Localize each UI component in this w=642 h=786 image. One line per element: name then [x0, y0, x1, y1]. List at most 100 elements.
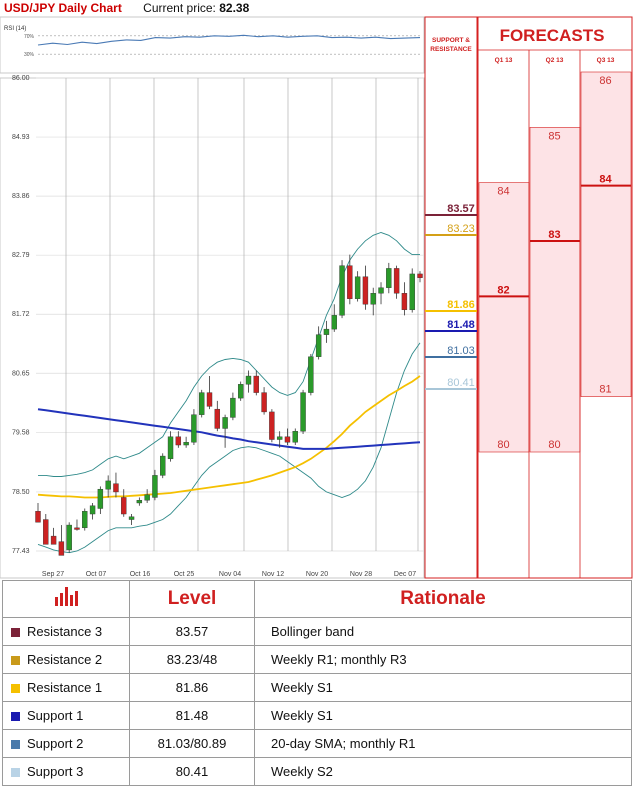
row-rationale: Weekly S2 — [254, 757, 632, 786]
row-label: Resistance 2 — [2, 645, 130, 674]
sr-column — [424, 16, 478, 579]
row-name: Support 1 — [27, 708, 84, 723]
forecast-high-label: 84 — [497, 186, 509, 198]
candle-body — [245, 375, 252, 385]
candle-body — [97, 488, 104, 509]
row-swatch — [11, 768, 20, 777]
level-header: Level — [129, 580, 255, 618]
price-chart: RSI (14) 70% 30% 86.00 84.93 83.86 82.79 81.72 8… — [0, 16, 633, 579]
forecast-range-box — [478, 182, 530, 453]
candle-body — [292, 431, 298, 443]
candle-body — [175, 436, 182, 446]
row-name: Resistance 1 — [27, 680, 103, 695]
y-tick-label: 81.72 — [12, 311, 30, 318]
sr-level-label: 83.57 — [447, 203, 475, 215]
y-tick-label: 82.79 — [12, 252, 30, 259]
table-row: Resistance 2 83.23/48 Weekly R1; monthly… — [2, 645, 632, 674]
row-rationale: Weekly S1 — [254, 701, 632, 730]
table-row: Support 3 80.41 Weekly S2 — [2, 757, 632, 786]
table-row: Support 1 81.48 Weekly S1 — [2, 701, 632, 730]
forecast-low-label: 81 — [599, 384, 611, 396]
candle-body — [136, 500, 143, 504]
candle-body — [269, 411, 275, 440]
y-tick-label: 79.58 — [12, 429, 30, 436]
rationale-header: Rationale — [254, 580, 632, 618]
row-rationale: 20-day SMA; monthly R1 — [254, 729, 632, 758]
sma200-line — [37, 408, 421, 450]
row-level: 83.57 — [129, 617, 255, 646]
candle-body — [409, 273, 415, 311]
table-row: Support 2 81.03/80.89 20-day SMA; monthl… — [2, 729, 632, 758]
candle-body — [206, 392, 213, 407]
current-price-label: Current price: — [143, 1, 216, 15]
bar-chart-icon — [2, 580, 130, 618]
candle-body — [152, 475, 158, 498]
row-level: 81.03/80.89 — [129, 729, 255, 758]
candle-body — [191, 414, 197, 443]
candle-body — [354, 276, 361, 299]
y-tick-label: 84.93 — [12, 134, 30, 141]
candle-body — [50, 535, 57, 545]
bollinger-upper-line — [38, 232, 420, 477]
candle-body — [315, 334, 322, 357]
row-name: Support 3 — [27, 764, 84, 779]
forecast-high-label: 86 — [599, 75, 611, 87]
x-tick-label: Nov 20 — [306, 571, 328, 578]
candle-body — [105, 480, 111, 490]
row-name: Resistance 3 — [27, 624, 103, 639]
candle-body — [362, 276, 369, 305]
table-header-row: Level Rationale — [2, 580, 632, 618]
forecast-column-label: Q3 13 — [597, 57, 615, 64]
row-rationale: Bollinger band — [254, 617, 632, 646]
rsi-panel — [0, 16, 425, 74]
candle-body — [199, 392, 205, 415]
candle-body — [378, 287, 384, 294]
row-rationale: Weekly R1; monthly R3 — [254, 645, 632, 674]
y-tick-label: 80.65 — [12, 370, 30, 377]
row-label: Resistance 3 — [2, 617, 130, 646]
candle-body — [370, 293, 376, 305]
table-row: Resistance 3 83.57 Bollinger band — [2, 617, 632, 646]
candle-body — [300, 392, 306, 432]
candle-body — [253, 375, 259, 393]
sr-level-label: 81.86 — [447, 299, 475, 311]
x-tick-label: Oct 16 — [130, 571, 151, 578]
row-swatch — [11, 712, 20, 721]
candle-body — [393, 268, 400, 294]
bollinger-lower-line — [37, 342, 421, 554]
sr-level-label: 81.48 — [447, 319, 475, 331]
sr-header-line1: SUPPORT & — [432, 37, 470, 44]
candle-body — [308, 356, 314, 393]
forecast-column-label: Q2 13 — [546, 57, 564, 64]
forecast-mid-label: 82 — [497, 284, 509, 296]
table-row: Resistance 1 81.86 Weekly S1 — [2, 673, 632, 702]
candle-body — [121, 497, 127, 515]
candle-body — [66, 524, 72, 551]
y-tick-label: 86.00 — [12, 75, 30, 82]
rsi-line — [37, 34, 421, 46]
candle-body — [183, 442, 189, 446]
rsi-label: RSI (14) — [4, 26, 26, 32]
forecast-low-label: 80 — [548, 439, 560, 451]
row-level: 81.86 — [129, 673, 255, 702]
levels-table: Level Rationale Resistance 3 83.57 Bolli… — [2, 580, 632, 786]
forecast-mid-label: 83 — [548, 229, 560, 241]
candle-body — [230, 397, 236, 418]
candle-body — [214, 408, 221, 429]
current-price: Current price: 82.38 — [143, 1, 249, 15]
candle-body — [261, 392, 267, 413]
candle-body — [58, 541, 65, 556]
candle-body — [237, 384, 244, 399]
row-label: Resistance 1 — [2, 673, 130, 702]
chart-title-row: USD/JPY Daily Chart Current price: 82.38 — [4, 1, 249, 15]
forecast-low-label: 80 — [497, 439, 509, 451]
x-tick-label: Nov 28 — [350, 571, 372, 578]
candle-body — [222, 417, 228, 429]
candle-body — [113, 483, 119, 493]
x-tick-label: Nov 12 — [262, 571, 284, 578]
sr-header-line2: RESISTANCE — [430, 46, 472, 53]
candle-body — [417, 273, 423, 278]
bar-chart-icon-graphic — [55, 587, 78, 606]
row-swatch — [11, 740, 20, 749]
candle-body — [401, 293, 408, 311]
